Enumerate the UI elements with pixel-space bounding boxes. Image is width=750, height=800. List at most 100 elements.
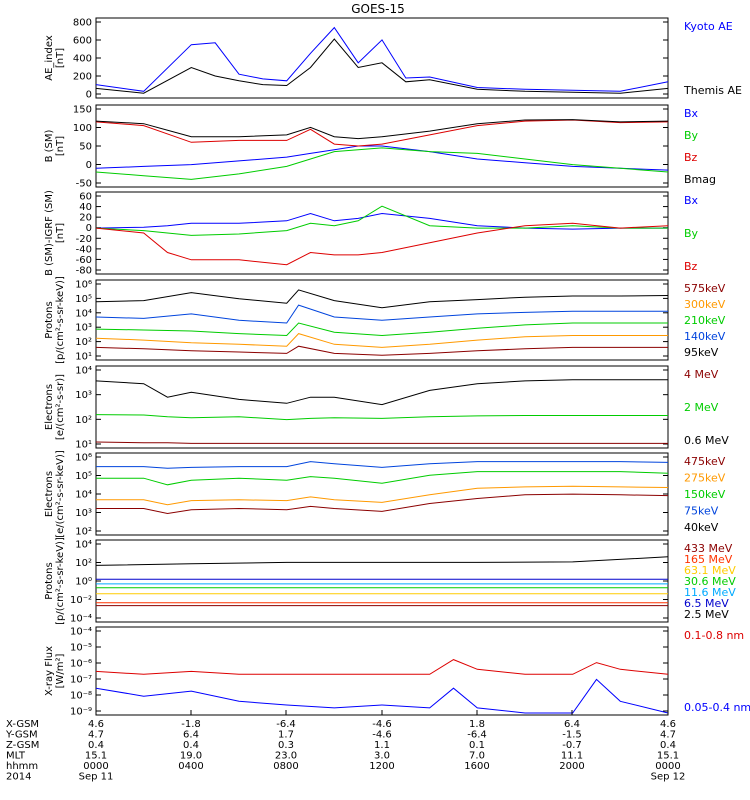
legend-entry: 40keV <box>684 521 719 534</box>
legend-entry: 475keV <box>684 455 726 468</box>
y-tick-label: -50 <box>76 179 92 190</box>
xaxis-tick-label: 0.3 <box>278 740 294 751</box>
y-tick-label: 10⁶ <box>75 280 92 291</box>
xaxis-tick-label: 23.0 <box>275 751 297 762</box>
series-line-300kev <box>95 333 668 348</box>
legend-entry: Bz <box>684 260 698 273</box>
panel-frame <box>95 626 669 716</box>
year-label: 2014 <box>6 772 31 783</box>
y-axis-label: Electrons <box>44 384 55 430</box>
xaxis-tick-label: 0.4 <box>183 740 199 751</box>
start-date-label: Sep 11 <box>79 772 114 783</box>
panel-protons2: 10⁴ 10² 10⁰ 10⁻² 10⁻⁴ Protons [p/(cm²-s-sr-keV… <box>44 537 736 625</box>
legend-entry: 95keV <box>684 346 719 359</box>
y-axis-label: B (SM)-IGRF (SM) <box>44 190 55 276</box>
series-line-themis-ae <box>95 38 669 94</box>
y-tick-label: -20 <box>76 234 92 245</box>
xaxis-tick-label: 0.4 <box>660 740 676 751</box>
y-tick-label: 10¹ <box>75 352 92 363</box>
xaxis-tick-label: 4.7 <box>88 730 104 741</box>
legend-entry: 2.5 MeV <box>684 608 729 621</box>
y-tick-label: 10⁵ <box>75 294 92 305</box>
y-tick-label: 150 <box>73 105 92 116</box>
series-line-kyoto-ae <box>95 26 669 92</box>
y-tick-label: 10⁴ <box>75 490 92 501</box>
xaxis-tick-label: 3.0 <box>374 751 390 762</box>
series-line-150kev <box>96 471 669 486</box>
xaxis-tick-label: 0.4 <box>88 740 104 751</box>
legend-entry: 2 MeV <box>684 401 719 414</box>
y-axis-label: [W/m²] <box>55 653 66 688</box>
panel-frame <box>95 17 669 99</box>
y-axis-label: [p/(cm²-s-sr-keV)] <box>55 276 66 364</box>
series-line-bmag <box>95 119 669 140</box>
legend-entry: 165 MeV <box>684 553 733 566</box>
y-axis-label: [p/(cm²-s-sr-keV)] <box>55 537 66 625</box>
legend-entry: 75keV <box>684 505 719 518</box>
y-axis-label: [e/(cm²-s-sr)] <box>55 374 66 440</box>
xaxis-tick-label: -6.4 <box>467 730 487 741</box>
series-line-by <box>95 205 668 236</box>
y-axis-label: [nT] <box>55 223 66 243</box>
y-tick-label: -80 <box>76 266 92 277</box>
legend-entry: 63.1 MeV <box>684 564 736 577</box>
panel-protons1: 10⁶ 10⁵ 10⁴ 10³ 10² 10¹ Protons [p/(cm²-s-sr-ke… <box>44 276 726 364</box>
y-axis-label: Electrons <box>44 471 55 517</box>
series-line-275kev <box>96 485 669 506</box>
y-tick-label: 0 <box>86 160 92 171</box>
panel-frame <box>95 365 669 449</box>
xaxis-tick-label: 0800 <box>273 761 298 772</box>
y-axis-label: [nT] <box>55 48 66 68</box>
series-line-75kev <box>96 461 669 469</box>
series-line-by <box>95 147 669 180</box>
legend-entry: Bz <box>684 151 698 164</box>
xaxis-row-label: MLT <box>6 751 26 762</box>
xaxis-tick-label: 0000 <box>655 761 680 772</box>
y-tick-label: -60 <box>76 255 92 266</box>
legend-entry: 575keV <box>684 282 726 295</box>
xaxis-row-label: Y-GSM <box>5 730 38 741</box>
y-axis-label: B (SM) <box>44 129 55 162</box>
y-tick-label: 60 <box>79 192 92 203</box>
xaxis-tick-label: 7.0 <box>469 751 485 762</box>
series-line-2-5-mev <box>95 556 669 566</box>
y-tick-label: 10³ <box>75 508 92 519</box>
y-axis-label: Protons <box>44 562 55 599</box>
legend-entry: 150keV <box>684 488 726 501</box>
series-line-bz <box>95 119 669 147</box>
legend-entry: 210keV <box>684 314 726 327</box>
legend-entry: By <box>684 227 699 240</box>
y-tick-label: 50 <box>79 142 92 153</box>
xaxis-tick-label: -6.4 <box>276 719 296 730</box>
y-tick-label: 400 <box>73 54 92 65</box>
y-axis-label: X-ray Flux <box>44 646 55 696</box>
series-line-bz <box>95 222 669 266</box>
series-line-95kev <box>95 289 669 309</box>
y-tick-label: 10² <box>75 558 92 569</box>
y-axis-label: [e/(cm²-s-sr-keV)] <box>55 450 66 538</box>
legend-entry: 30.6 MeV <box>684 575 736 588</box>
xaxis-tick-label: 0000 <box>83 761 108 772</box>
xaxis-tick-label: 15.1 <box>657 751 679 762</box>
xaxis-tick-label: 1600 <box>464 761 489 772</box>
legend-entry: 0.05-0.4 nm <box>684 701 750 714</box>
y-tick-label: 0 <box>86 90 92 101</box>
y-tick-label: 10⁶ <box>75 453 92 464</box>
xaxis-row-label: X-GSM <box>6 719 39 730</box>
y-tick-label: 600 <box>73 36 92 47</box>
legend-entry: By <box>684 129 699 142</box>
legend-entry: Themis AE <box>683 84 742 97</box>
xaxis-tick-label: 19.0 <box>180 751 202 762</box>
xaxis-row-label: hhmm <box>6 761 38 772</box>
xaxis-tick-label: 1200 <box>369 761 394 772</box>
series-line-bx <box>95 212 668 230</box>
xaxis-tick-label: 6.4 <box>564 719 580 730</box>
y-tick-label: 10⁴ <box>75 540 92 551</box>
xaxis-tick-label: 4.7 <box>660 730 676 741</box>
panel-electrons2: 10⁶ 10⁵ 10⁴ 10³ 10² Electrons [e/(cm²-s-sr-keV… <box>44 450 726 538</box>
legend-entry: Bx <box>684 194 699 207</box>
xaxis-tick-label: 15.1 <box>85 751 107 762</box>
y-tick-label: 10⁵ <box>75 471 92 482</box>
series-line-0-6-mev <box>95 379 668 406</box>
